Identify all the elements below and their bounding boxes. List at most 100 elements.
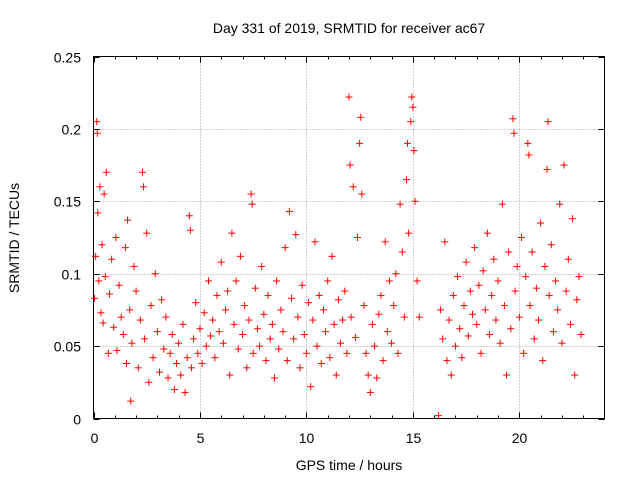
- data-point: [379, 357, 387, 365]
- data-point: [522, 273, 530, 281]
- data-point: [503, 371, 511, 379]
- data-point: [566, 320, 574, 328]
- data-point: [305, 299, 313, 307]
- data-point: [507, 325, 515, 333]
- data-point: [328, 252, 336, 260]
- data-point: [292, 231, 300, 239]
- data-point: [92, 252, 100, 260]
- data-point: [183, 354, 191, 362]
- data-point: [349, 183, 357, 191]
- data-point: [539, 357, 547, 365]
- data-point: [175, 339, 183, 347]
- axis-ticks: 0 5 10 15 20 0 0.05 0.1 0.15 0.2 0.25: [54, 50, 605, 446]
- data-point: [385, 277, 393, 285]
- data-point: [464, 332, 472, 340]
- x-tick-label: 20: [512, 430, 528, 446]
- y-tick-label: 0.1: [62, 267, 82, 283]
- data-point: [545, 291, 553, 299]
- data-point: [462, 258, 470, 266]
- data-point: [569, 215, 577, 223]
- data-point: [456, 325, 464, 333]
- data-point: [104, 349, 112, 357]
- data-point: [577, 331, 585, 339]
- data-point: [513, 262, 521, 270]
- data-point: [471, 244, 479, 252]
- data-point: [158, 296, 166, 304]
- chart-title: Day 331 of 2019, SRMTID for receiver ac6…: [213, 20, 486, 36]
- data-point: [517, 234, 525, 241]
- data-point: [383, 328, 391, 336]
- data-point: [97, 309, 105, 317]
- data-point: [473, 320, 481, 328]
- data-point: [143, 229, 151, 237]
- data-point: [351, 333, 359, 341]
- data-point: [222, 306, 230, 314]
- data-point: [266, 335, 274, 343]
- data-point: [443, 357, 451, 365]
- data-point: [283, 357, 291, 365]
- data-point: [270, 374, 278, 382]
- data-point: [362, 349, 370, 357]
- data-point: [248, 200, 256, 208]
- data-point: [302, 349, 310, 357]
- data-point: [511, 287, 519, 295]
- x-axis-label: GPS time / hours: [296, 457, 403, 473]
- data-point: [110, 323, 118, 331]
- data-point: [119, 331, 127, 339]
- grid: [93, 56, 605, 419]
- data-point: [108, 255, 116, 263]
- data-point: [162, 313, 170, 321]
- data-point: [413, 277, 421, 285]
- data-point: [262, 357, 270, 365]
- data-point: [554, 306, 562, 314]
- data-point: [458, 354, 466, 362]
- data-point: [488, 291, 496, 299]
- data-point: [408, 93, 416, 101]
- data-point: [492, 316, 500, 324]
- data-point: [477, 349, 485, 357]
- data-point: [153, 328, 161, 336]
- data-point: [95, 277, 103, 285]
- data-point: [127, 397, 135, 405]
- data-point: [164, 374, 172, 382]
- data-point: [245, 316, 253, 324]
- data-point: [390, 302, 398, 310]
- data-point: [204, 277, 212, 285]
- data-point: [562, 287, 570, 295]
- data-point: [192, 299, 200, 307]
- data-point: [166, 349, 174, 357]
- data-point: [296, 364, 304, 372]
- data-point: [268, 320, 276, 328]
- data-point: [215, 328, 223, 336]
- data-point: [558, 339, 566, 347]
- data-point: [451, 342, 459, 350]
- data-point: [298, 281, 306, 289]
- data-point: [346, 161, 354, 169]
- data-point: [541, 262, 549, 270]
- data-point: [524, 139, 532, 147]
- data-point: [334, 296, 342, 304]
- data-point: [132, 287, 140, 295]
- data-point: [219, 339, 227, 347]
- data-point: [112, 234, 120, 241]
- x-tick-label: 0: [91, 430, 99, 446]
- data-point: [91, 294, 99, 302]
- data-point: [173, 359, 181, 367]
- data-point: [552, 277, 560, 285]
- data-point: [481, 306, 489, 314]
- data-point: [102, 168, 110, 176]
- data-point: [437, 306, 445, 314]
- data-point: [185, 212, 193, 220]
- data-point: [253, 325, 261, 333]
- data-point: [311, 238, 319, 246]
- x-tick-label: 15: [406, 430, 422, 446]
- data-point: [547, 241, 555, 249]
- data-point: [187, 364, 195, 372]
- data-point: [525, 151, 533, 159]
- data-point: [202, 342, 210, 350]
- y-tick-label: 0.2: [62, 122, 82, 138]
- data-point: [207, 332, 215, 340]
- data-point: [275, 345, 283, 353]
- data-point: [145, 378, 153, 386]
- data-point: [99, 319, 107, 327]
